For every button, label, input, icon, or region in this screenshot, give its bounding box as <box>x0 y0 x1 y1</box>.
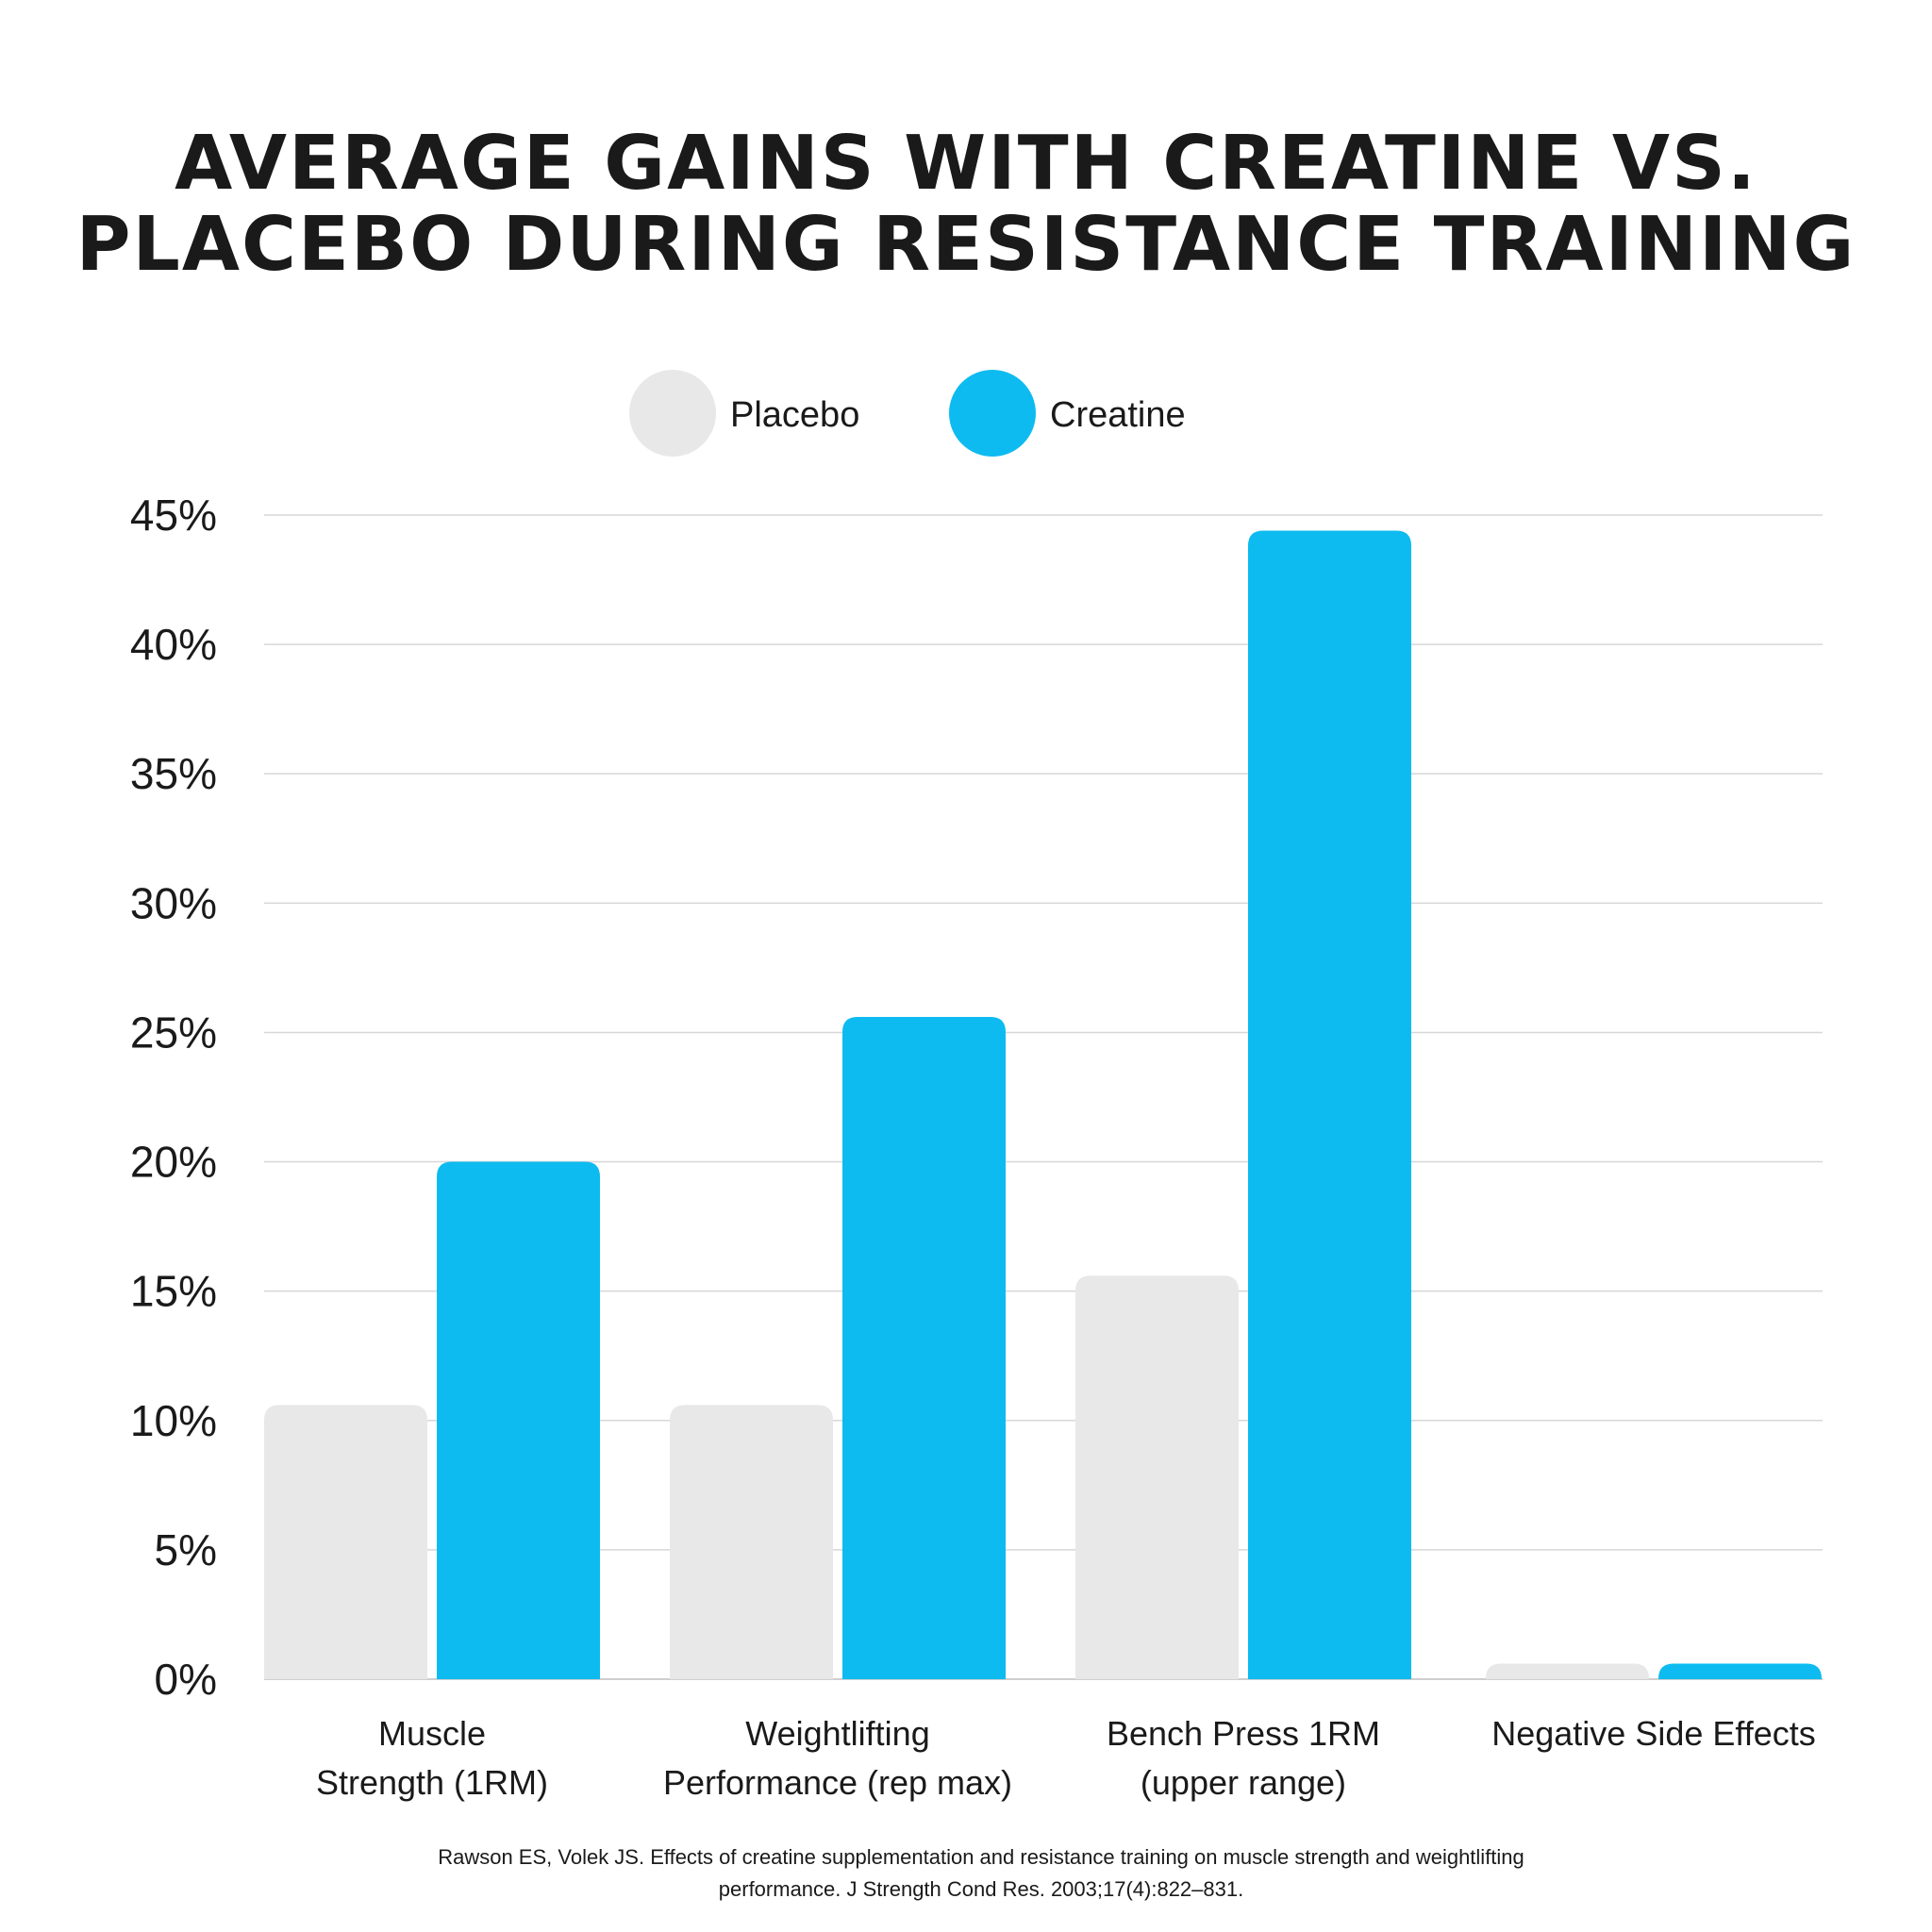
bar-placebo-1 <box>264 1405 427 1679</box>
x-category-label: Performance (rep max) <box>663 1763 1012 1802</box>
legend-swatch-creatine <box>949 370 1036 457</box>
y-tick-label: 20% <box>130 1138 217 1187</box>
y-tick-label: 10% <box>130 1396 217 1445</box>
x-category-label: Strength (1RM) <box>316 1763 548 1802</box>
bars <box>264 530 1822 1679</box>
y-tick-label: 40% <box>130 620 217 669</box>
x-category-label: Weightlifting <box>745 1714 929 1753</box>
x-category-label: Negative Side Effects <box>1491 1714 1816 1753</box>
source-citation: Rawson ES, Volek JS. Effects of creatine… <box>438 1845 1524 1901</box>
y-tick-label: 45% <box>130 491 217 540</box>
legend-swatch-placebo <box>629 370 716 457</box>
legend-label-placebo: Placebo <box>730 395 859 435</box>
source-line-2: performance. J Strength Cond Res. 2003;1… <box>719 1877 1243 1901</box>
chart-title-line-2: PLACEBO DURING RESISTANCE TRAINING <box>76 201 1857 288</box>
bar-creatine-1 <box>437 1161 600 1679</box>
x-category-label: Muscle <box>378 1714 486 1753</box>
y-tick-label: 0% <box>155 1655 217 1704</box>
legend-label-creatine: Creatine <box>1050 395 1186 435</box>
y-tick-label: 15% <box>130 1267 217 1316</box>
x-axis-labels: Muscle Strength (1RM) Weightlifting Perform… <box>316 1714 1816 1802</box>
bar-creatine-4 <box>1658 1663 1822 1679</box>
y-tick-label: 35% <box>130 749 217 798</box>
source-line-1: Rawson ES, Volek JS. Effects of creatine… <box>438 1845 1524 1869</box>
bar-placebo-3 <box>1075 1275 1239 1679</box>
bar-placebo-4 <box>1486 1663 1649 1679</box>
chart-title: AVERAGE GAINS WITH CREATINE VS.PLACEBO D… <box>76 120 1857 288</box>
bar-creatine-2 <box>842 1016 1006 1679</box>
y-tick-label: 30% <box>130 878 217 927</box>
bar-creatine-3 <box>1248 530 1411 1679</box>
y-tick-label: 5% <box>155 1525 217 1574</box>
legend: Placebo Creatine <box>629 370 1186 457</box>
y-tick-label: 25% <box>130 1008 217 1057</box>
bar-placebo-2 <box>670 1405 833 1679</box>
chart-title-line-1: AVERAGE GAINS WITH CREATINE VS. <box>175 120 1757 207</box>
y-axis-ticks: 0% 5% 10% 15% 20% 25% 30% 35% 40% 45% <box>130 491 217 1704</box>
x-category-label: (upper range) <box>1141 1763 1346 1802</box>
x-category-label: Bench Press 1RM <box>1107 1714 1380 1753</box>
